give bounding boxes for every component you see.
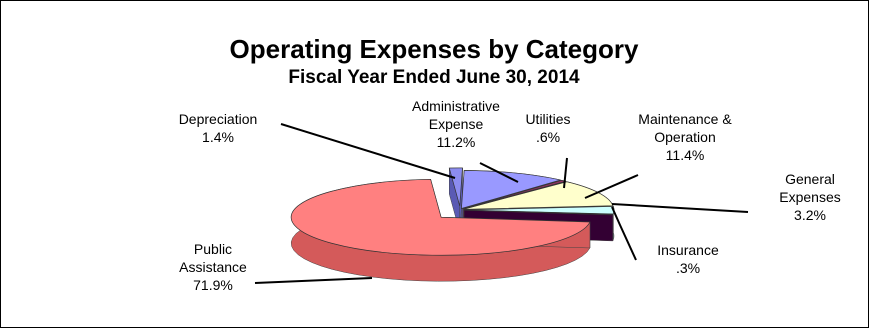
- slice-insurance: [463, 209, 614, 216]
- slice-value-label: 3.2%: [794, 207, 826, 223]
- slice-label-text: Expense: [429, 116, 484, 132]
- slice-administrative-expense: [461, 170, 561, 209]
- slice-label-depreciation: Depreciation 1.4%: [179, 111, 258, 145]
- leader-line-depreciation: [280, 123, 456, 179]
- slice-value-label: 11.2%: [437, 134, 476, 150]
- slice-label-text: Assistance: [179, 259, 247, 275]
- slice-label-text: Depreciation: [179, 111, 258, 127]
- slice-label-text: Public: [194, 241, 232, 257]
- slice-label-text: Maintenance &: [638, 111, 732, 127]
- slice-label-text: Operation: [654, 129, 715, 145]
- slice-label-public-assistance: Public Assistance 71.9%: [179, 241, 247, 293]
- slice-label-text: Expenses: [779, 189, 840, 205]
- slice-value-label: 1.4%: [202, 129, 234, 145]
- leader-line-insurance: [611, 206, 637, 261]
- slice-value-label: 11.4%: [666, 147, 705, 163]
- slice-value-label: .3%: [676, 260, 700, 276]
- slice-label-text: Utilities: [525, 111, 570, 127]
- slice-label-text: Administrative: [412, 98, 500, 114]
- leader-line-utilities: [563, 157, 568, 189]
- slice-label-utilities: Utilities .6%: [525, 111, 570, 145]
- slices-layer: [290, 167, 615, 282]
- slice-label-text: General: [785, 171, 835, 187]
- slice-value-label: 71.9%: [193, 277, 233, 293]
- leader-lines: [254, 123, 749, 284]
- leader-line-administrative-expense: [479, 162, 519, 183]
- leader-line-maintenance-operation: [584, 174, 639, 199]
- slice-label-maintenance-operation: Maintenance & Operation 11.4%: [638, 111, 732, 163]
- slice-value-label: .6%: [536, 129, 560, 145]
- chart-subtitle: Fiscal Year Ended June 30, 2014: [288, 67, 580, 88]
- slice-public-assistance: [290, 178, 591, 256]
- leader-line-public-assistance: [254, 277, 373, 284]
- leader-line-general-expenses: [611, 203, 749, 213]
- slice-labels: Depreciation 1.4% Administrative Expense 11.…: [179, 98, 841, 293]
- slice-label-general-expenses: General Expenses 3.2%: [779, 171, 840, 223]
- chart-title: Operating Expenses by Category: [230, 34, 639, 64]
- slice-label-insurance: Insurance .3%: [657, 242, 719, 276]
- slice-label-text: Insurance: [657, 242, 719, 258]
- slice-label-administrative-expense: Administrative Expense 11.2%: [412, 98, 500, 150]
